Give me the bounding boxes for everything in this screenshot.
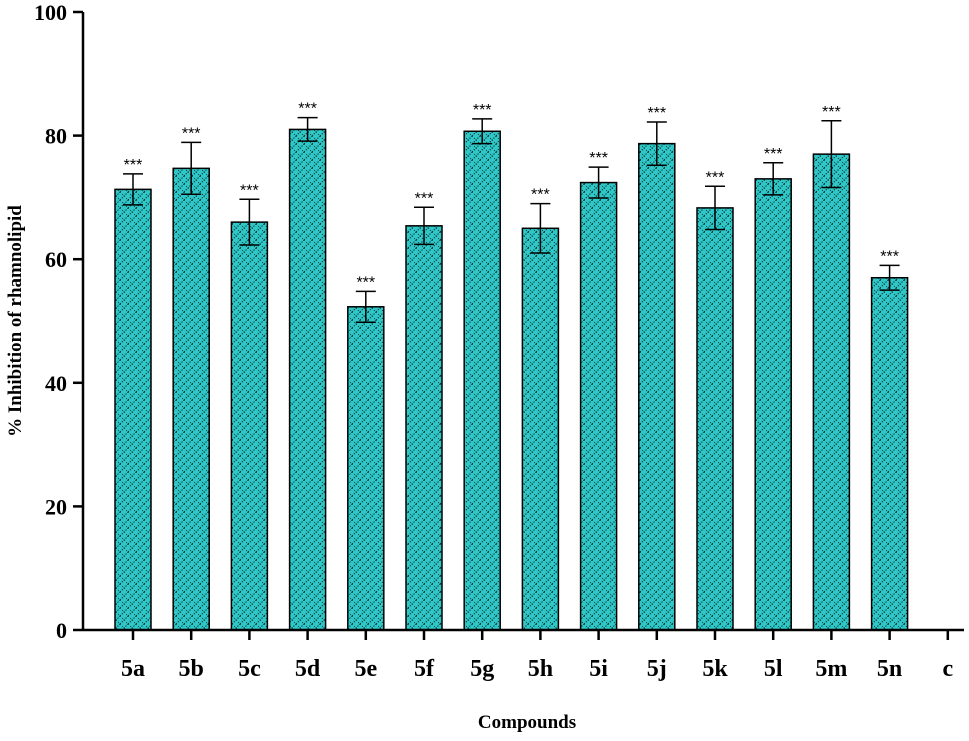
y-tick-label: 60	[45, 247, 67, 272]
x-tick-label: 5a	[121, 656, 145, 682]
bar	[754, 178, 792, 631]
bar	[579, 181, 618, 631]
significance-label: ***	[764, 146, 783, 163]
x-tick-label: 5e	[354, 656, 377, 682]
x-tick-label: c	[942, 656, 953, 682]
x-ticks-group: 5a 5b 5c 5d 5e 5f 5g 5h 5i 5j 5k 5l 5m 5n c	[121, 630, 953, 682]
axes-group	[81, 12, 964, 632]
x-tick-label: 5l	[764, 656, 783, 682]
x-tick-label: 5c	[238, 656, 261, 682]
bar	[812, 153, 851, 631]
significance-label: ***	[240, 182, 259, 199]
x-tick-label: 5k	[702, 656, 728, 682]
y-tick-label: 100	[34, 0, 67, 25]
significance-label: ***	[415, 190, 434, 207]
error-bars-group	[123, 116, 900, 323]
x-tick-label: 5g	[470, 656, 494, 682]
y-tick-label: 0	[56, 618, 67, 643]
x-tick-label: 5i	[589, 656, 608, 682]
significance-labels-group: *** *** *** *** *** *** *** *** *** *** *** *** *** *…	[124, 101, 899, 292]
significance-label: ***	[182, 125, 201, 142]
significance-label: ***	[880, 248, 899, 265]
bar	[696, 207, 734, 631]
bar	[521, 227, 560, 631]
significance-label: ***	[124, 157, 143, 174]
y-tick-label: 80	[45, 124, 67, 149]
y-axis-title: % Inhibition of rhamnolipid	[5, 205, 26, 437]
significance-label: ***	[822, 104, 841, 121]
x-tick-label: 5b	[179, 656, 204, 682]
bar	[463, 130, 501, 631]
x-tick-label: 5f	[414, 656, 435, 682]
x-tick-label: 5n	[877, 656, 902, 682]
bar	[870, 276, 909, 631]
significance-label: ***	[589, 150, 608, 167]
bar	[405, 225, 443, 631]
significance-label: ***	[473, 102, 492, 119]
significance-label: ***	[531, 187, 550, 204]
significance-label: ***	[706, 169, 725, 186]
bar	[288, 128, 327, 631]
significance-label: ***	[298, 101, 317, 118]
significance-label: ***	[356, 274, 375, 291]
x-tick-label: 5h	[528, 656, 553, 682]
x-tick-label: 5d	[295, 656, 321, 682]
significance-label: ***	[647, 105, 666, 122]
x-tick-label: 5j	[647, 656, 667, 682]
y-tick-label: 20	[45, 494, 67, 519]
x-axis-title: Compounds	[478, 712, 576, 733]
x-tick-label: 5m	[815, 656, 847, 682]
y-ticks-group: 0 20 40 60 80 100	[34, 0, 83, 643]
bar	[114, 188, 152, 631]
y-tick-label: 40	[45, 371, 67, 396]
bar	[638, 142, 676, 631]
bar	[172, 167, 210, 631]
bars-group	[114, 128, 909, 631]
bar	[230, 221, 269, 631]
bar	[347, 306, 385, 631]
